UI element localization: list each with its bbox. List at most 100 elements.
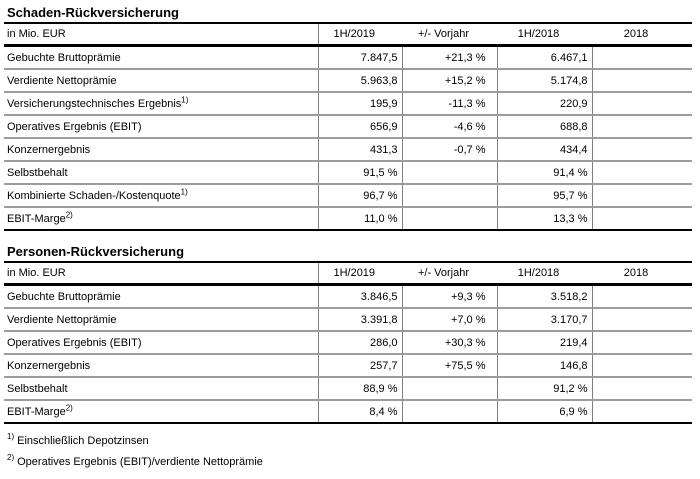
column-header-vorjahr: +/- Vorjahr [402,24,497,47]
value-2018 [591,308,692,332]
table-row: Verdiente Nettoprämie 3.391,8 +7,0 % 3.1… [4,308,692,332]
row-label-text: Selbstbehalt [7,382,68,395]
value-vorjahr: -4,6 % [401,115,497,139]
row-label-text: Konzernergebnis [7,143,91,156]
value-vorjahr [401,161,497,185]
unit-label: in Mio. EUR [4,263,318,286]
table-row: Konzernergebnis 257,7 +75,5 % 146,8 [4,354,692,378]
column-header-1h2019: 1H/2019 [317,24,402,47]
value-1h2019: 3.391,8 [317,308,402,332]
column-header-1h2018: 1H/2018 [497,263,592,286]
row-label-text: Operatives Ergebnis (EBIT) [7,120,142,133]
column-header-1h2018: 1H/2018 [497,24,592,47]
section-schaden-rueckversicherung: Schaden-Rückversicherung in Mio. EUR 1H/… [4,4,692,231]
value-1h2018: 91,2 % [496,377,592,401]
row-label: Selbstbehalt [4,377,318,401]
table-row: Kombinierte Schaden-/Kostenquote1) 96,7 … [4,184,692,208]
value-vorjahr [401,184,497,208]
row-label: Selbstbehalt [4,161,318,185]
footnote-text: Einschließlich Depotzinsen [17,435,149,447]
row-label-text: EBIT-Marge [7,405,66,418]
value-2018 [591,161,692,185]
value-1h2018: 434,4 [496,138,592,162]
row-label: Verdiente Nettoprämie [4,69,318,93]
value-1h2018: 688,8 [496,115,592,139]
footnote-ref: 1) [180,186,188,196]
value-vorjahr: +30,3 % [401,331,497,355]
value-1h2019: 5.963,8 [317,69,402,93]
section-title: Personen-Rückversicherung [4,243,692,263]
row-label-text: Operatives Ergebnis (EBIT) [7,336,142,349]
value-1h2019: 195,9 [317,92,402,116]
value-2018 [591,377,692,401]
footnote-marker: 1) [7,432,15,442]
table-row: Konzernergebnis 431,3 -0,7 % 434,4 [4,138,692,162]
value-1h2019: 257,7 [317,354,402,378]
table-row: Gebuchte Bruttoprämie 7.847,5 +21,3 % 6.… [4,45,692,70]
table-header-row: in Mio. EUR 1H/2019 +/- Vorjahr 1H/2018 … [4,24,692,47]
value-1h2019: 286,0 [317,331,402,355]
value-1h2018: 220,9 [496,92,592,116]
value-2018 [591,207,692,231]
footnote-ref: 2) [65,209,73,219]
value-vorjahr [401,400,497,424]
table-row: Selbstbehalt 88,9 % 91,2 % [4,377,692,401]
column-header-1h2019: 1H/2019 [317,263,402,286]
value-vorjahr: -0,7 % [401,138,497,162]
section-title: Schaden-Rückversicherung [4,4,692,24]
value-1h2019: 3.846,5 [317,284,402,309]
value-2018 [591,69,692,93]
row-label-text: Gebuchte Bruttoprämie [7,290,121,303]
value-1h2019: 431,3 [317,138,402,162]
footnotes: 1) Einschließlich Depotzinsen 2) Operative… [4,431,692,473]
table-row: Gebuchte Bruttoprämie 3.846,5 +9,3 % 3.5… [4,284,692,309]
value-vorjahr [401,207,497,231]
footnote-ref: 2) [65,402,73,412]
value-vorjahr [401,377,497,401]
footnote-ref: 1) [181,94,189,104]
value-vorjahr: +9,3 % [401,284,497,309]
value-1h2018: 3.518,2 [496,284,592,309]
row-label-text: Versicherungstechnisches Ergebnis [7,97,182,110]
value-1h2018: 146,8 [496,354,592,378]
financial-table-schaden: in Mio. EUR 1H/2019 +/- Vorjahr 1H/2018 … [4,24,692,231]
footnote-text: Operatives Ergebnis (EBIT)/verdiente Net… [17,456,263,468]
value-1h2019: 8,4 % [317,400,402,424]
table-row: Operatives Ergebnis (EBIT) 286,0 +30,3 %… [4,331,692,355]
footnote-2: 2) Operatives Ergebnis (EBIT)/verdiente N… [7,452,692,473]
row-label: EBIT-Marge2) [4,400,318,424]
row-label: Konzernergebnis [4,138,318,162]
table-header-row: in Mio. EUR 1H/2019 +/- Vorjahr 1H/2018 … [4,263,692,286]
value-2018 [591,115,692,139]
value-2018 [591,184,692,208]
column-header-vorjahr: +/- Vorjahr [402,263,497,286]
table-row: Versicherungstechnisches Ergebnis1) 195,… [4,92,692,116]
unit-label: in Mio. EUR [4,24,318,47]
footnote-1: 1) Einschließlich Depotzinsen [7,431,692,452]
row-label: Kombinierte Schaden-/Kostenquote1) [4,184,318,208]
value-vorjahr: +21,3 % [401,45,497,70]
value-vorjahr: +15,2 % [401,69,497,93]
row-label-text: Gebuchte Bruttoprämie [7,51,121,64]
value-2018 [591,45,692,70]
row-label: Gebuchte Bruttoprämie [4,45,318,70]
value-vorjahr: +75,5 % [401,354,497,378]
financial-table-personen: in Mio. EUR 1H/2019 +/- Vorjahr 1H/2018 … [4,263,692,424]
value-1h2018: 5.174,8 [496,69,592,93]
value-1h2019: 96,7 % [317,184,402,208]
row-label-text: Kombinierte Schaden-/Kostenquote [7,189,181,202]
value-1h2018: 3.170,7 [496,308,592,332]
value-vorjahr: -11,3 % [401,92,497,116]
row-label: EBIT-Marge2) [4,207,318,231]
table-row: Operatives Ergebnis (EBIT) 656,9 -4,6 % … [4,115,692,139]
value-1h2018: 95,7 % [496,184,592,208]
row-label-text: EBIT-Marge [7,212,66,225]
value-2018 [591,331,692,355]
row-label: Versicherungstechnisches Ergebnis1) [4,92,318,116]
row-label: Operatives Ergebnis (EBIT) [4,331,318,355]
row-label: Verdiente Nettoprämie [4,308,318,332]
value-2018 [591,354,692,378]
footnote-marker: 2) [7,453,15,463]
table-row: Selbstbehalt 91,5 % 91,4 % [4,161,692,185]
